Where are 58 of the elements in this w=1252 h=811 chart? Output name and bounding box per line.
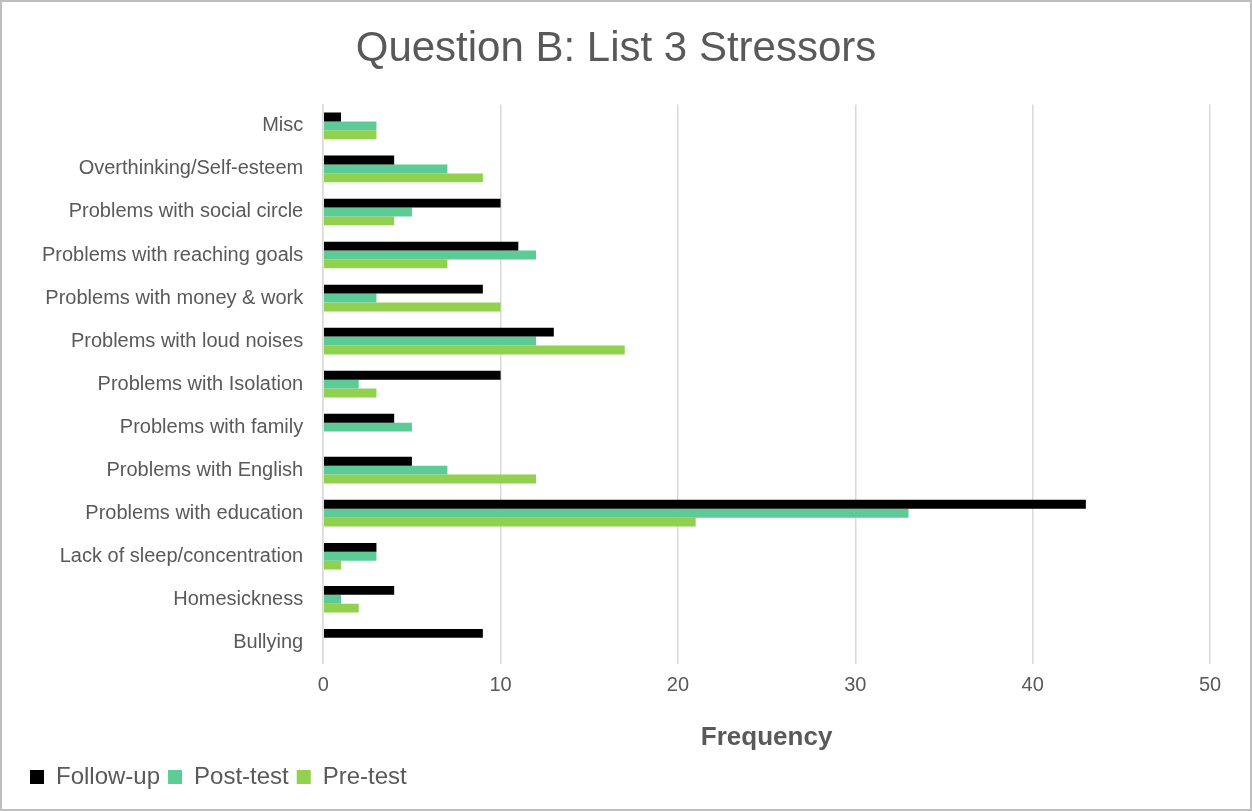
y-tick-label: Overthinking/Self-esteem — [78, 156, 304, 179]
bar — [323, 594, 341, 604]
y-tick-label: Problems with money & work — [45, 285, 305, 308]
bar — [323, 628, 483, 638]
bar — [323, 603, 359, 613]
bar — [323, 302, 501, 312]
legend-label: Follow-up — [56, 761, 161, 789]
bar — [323, 327, 554, 337]
legend-label: Pre-test — [322, 761, 408, 789]
bar — [323, 216, 395, 226]
x-tick-label: 10 — [489, 673, 512, 696]
bar — [323, 474, 537, 484]
bar — [323, 345, 625, 355]
bar — [323, 164, 448, 174]
bar — [323, 336, 537, 346]
bar — [323, 551, 377, 561]
bar — [323, 155, 395, 165]
bar — [323, 456, 412, 466]
y-tick-label: Problems with Isolation — [97, 371, 304, 394]
x-tick-label: 0 — [317, 673, 329, 696]
bar — [323, 422, 412, 432]
bar — [323, 173, 483, 183]
x-tick-label: 20 — [666, 673, 690, 696]
bar — [323, 250, 537, 260]
bar — [323, 370, 501, 380]
bar — [323, 241, 519, 251]
y-tick-label: Homesickness — [173, 586, 304, 609]
bar — [323, 207, 412, 217]
bar — [323, 465, 448, 475]
bar — [323, 259, 448, 269]
y-tick-label: Problems with social circle — [68, 199, 304, 222]
y-tick-label: Bullying — [233, 629, 304, 652]
bar — [323, 379, 359, 389]
y-tick-label: Misc — [262, 113, 304, 136]
bar — [323, 508, 909, 518]
y-tick-label: Problems with loud noises — [70, 328, 304, 351]
bar — [323, 284, 483, 294]
legend-label: Post-test — [194, 761, 290, 789]
bar — [323, 198, 501, 208]
y-tick-label: Problems with reaching goals — [41, 242, 304, 265]
y-tick-label: Lack of sleep/concentration — [59, 543, 304, 566]
y-tick-label: Problems with English — [106, 457, 304, 480]
bar — [323, 121, 377, 131]
x-axis-title: Frequency — [700, 720, 833, 751]
x-tick-label: 40 — [1021, 673, 1044, 696]
bar — [323, 560, 341, 570]
y-tick-label: Problems with education — [85, 500, 304, 523]
x-tick-label: 50 — [1198, 673, 1222, 696]
bar — [323, 413, 395, 423]
bar — [323, 130, 377, 140]
x-tick-label: 30 — [844, 673, 867, 696]
bar — [323, 542, 377, 552]
y-tick-label: Problems with family — [119, 414, 304, 437]
bar — [323, 585, 395, 595]
bar — [323, 112, 341, 122]
chart-title: Question B: List 3 Stressors — [355, 22, 877, 70]
bar — [323, 517, 696, 527]
bar — [323, 499, 1086, 509]
